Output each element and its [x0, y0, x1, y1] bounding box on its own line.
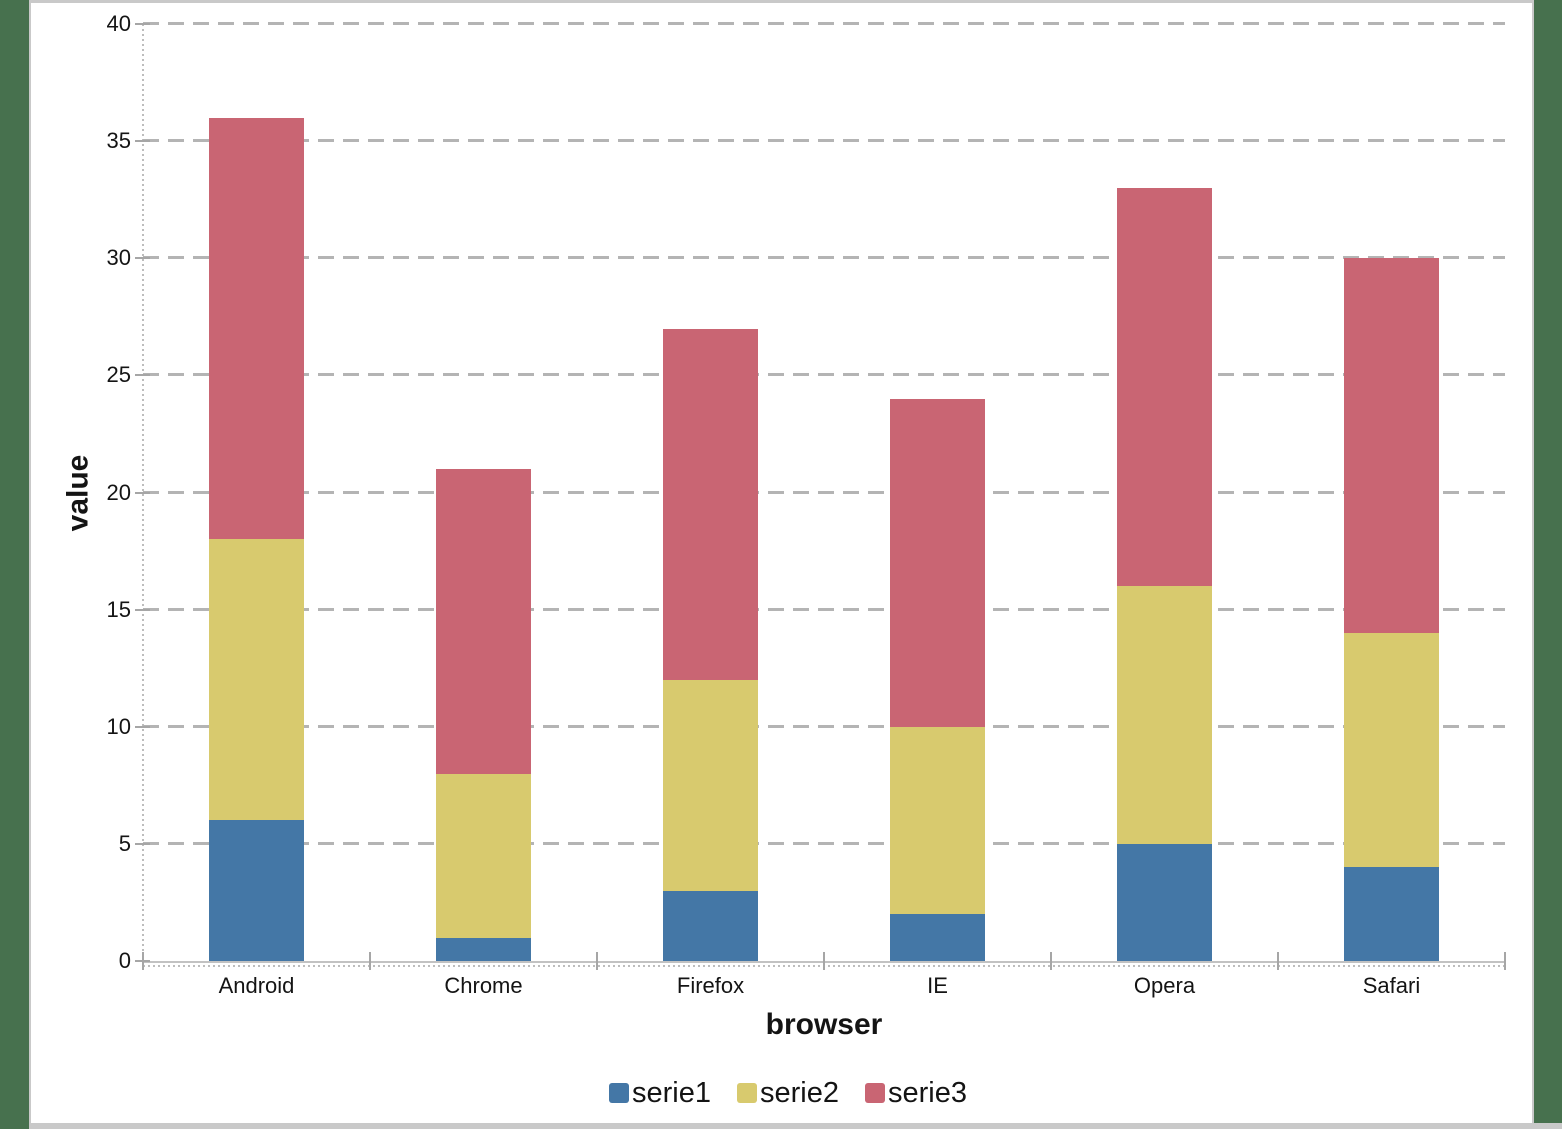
y-axis-tick-20: [135, 491, 150, 494]
bar-segment-serie3: [1117, 187, 1212, 587]
bar-segment-serie1: [209, 820, 304, 961]
legend-item-serie1: serie1: [609, 1077, 711, 1109]
gridline-35: [143, 139, 1505, 143]
x-tick-label: Chrome: [444, 973, 523, 998]
bar-segment-serie3: [436, 469, 531, 774]
gridline-10: [143, 724, 1505, 728]
y-axis-tick-10: [135, 725, 150, 728]
gridline-15: [143, 607, 1505, 611]
bar-segment-serie1: [1344, 867, 1439, 961]
bar-segment-serie2: [1344, 633, 1439, 868]
bar-stack-ie: [824, 398, 1051, 961]
x-tick-label: Opera: [1133, 973, 1196, 998]
bar-segment-serie3: [890, 398, 985, 727]
x-axis-title-wrap: browser: [143, 1007, 1505, 1043]
y-tick-label: 15: [106, 596, 131, 622]
bar-segment-serie1: [436, 937, 531, 961]
y-axis-tick-30: [135, 257, 150, 260]
y-axis-tick-40: [135, 23, 150, 25]
x-axis-tick-4: [1050, 952, 1052, 970]
bar-stack-chrome: [370, 469, 597, 961]
y-tick-label: 20: [106, 479, 131, 505]
legend-label-serie3: serie3: [888, 1077, 967, 1109]
y-axis-tick-5: [135, 842, 150, 845]
legend-label-serie2: serie2: [760, 1077, 839, 1109]
y-axis-tick-15: [135, 608, 150, 611]
legend-swatch-serie1: [609, 1083, 629, 1103]
x-tick-label: Android: [218, 973, 295, 998]
bottom-strip: [29, 1123, 1562, 1129]
x-tick-label: IE: [927, 973, 948, 998]
y-tick-label: 5: [118, 830, 131, 856]
x-tick-label: Firefox: [676, 973, 745, 998]
x-axis-tick-0: [142, 952, 144, 970]
gridline-5: [143, 841, 1505, 845]
legend-item-serie3: serie3: [865, 1077, 967, 1109]
y-axis-tick-labels: 0 5 10 15 20 25 30 35 40: [40, 11, 131, 973]
x-axis-tick-6: [1504, 952, 1506, 970]
bar-segment-serie2: [890, 726, 985, 915]
bar-segment-serie2: [663, 679, 758, 891]
bar-segment-serie2: [1117, 586, 1212, 844]
bar-segment-serie1: [1117, 843, 1212, 961]
x-tick-label: Safari: [1362, 973, 1421, 998]
bar-segment-serie3: [209, 117, 304, 540]
gridline-20: [143, 490, 1505, 494]
y-axis-tick-35: [135, 140, 150, 143]
bar-stack-opera: [1051, 187, 1278, 961]
y-tick-label: 30: [106, 245, 131, 271]
bar-segment-serie3: [663, 328, 758, 680]
gridline-30: [143, 256, 1505, 260]
x-axis-tick-labels: Android Chrome Firefox IE Opera Safari: [143, 972, 1505, 1000]
gridline-25: [143, 373, 1505, 377]
bar-segment-serie1: [663, 890, 758, 961]
y-tick-label: 35: [106, 128, 131, 154]
gridline-40: [143, 22, 1505, 25]
legend-swatch-serie3: [865, 1083, 885, 1103]
y-tick-label: 40: [106, 11, 131, 36]
legend: serie1 serie2 serie3: [107, 1076, 1469, 1110]
x-axis-tick-1: [369, 952, 371, 970]
bar-stack-firefox: [597, 328, 824, 961]
x-axis-tick-5: [1277, 952, 1279, 970]
x-axis-tick-2: [596, 952, 598, 970]
legend-swatch-serie2: [737, 1083, 757, 1103]
x-axis-title: browser: [765, 1008, 883, 1041]
bar-stack-safari: [1278, 258, 1505, 961]
bar-segment-serie1: [890, 914, 985, 961]
bar-segment-serie3: [1344, 258, 1439, 634]
y-tick-label: 25: [106, 362, 131, 388]
y-tick-label: 0: [118, 948, 131, 973]
bar-stack-android: [143, 117, 370, 961]
window-border-right: [1534, 0, 1562, 1123]
legend-item-serie2: serie2: [737, 1077, 839, 1109]
plot-area: [135, 22, 1506, 970]
bar-segment-serie2: [209, 539, 304, 821]
bar-segment-serie2: [436, 773, 531, 938]
x-axis-tick-3: [823, 952, 825, 970]
y-tick-label: 10: [106, 713, 131, 739]
y-axis-tick-25: [135, 374, 150, 377]
window-border-left: [0, 0, 29, 1129]
legend-label-serie1: serie1: [632, 1077, 711, 1109]
